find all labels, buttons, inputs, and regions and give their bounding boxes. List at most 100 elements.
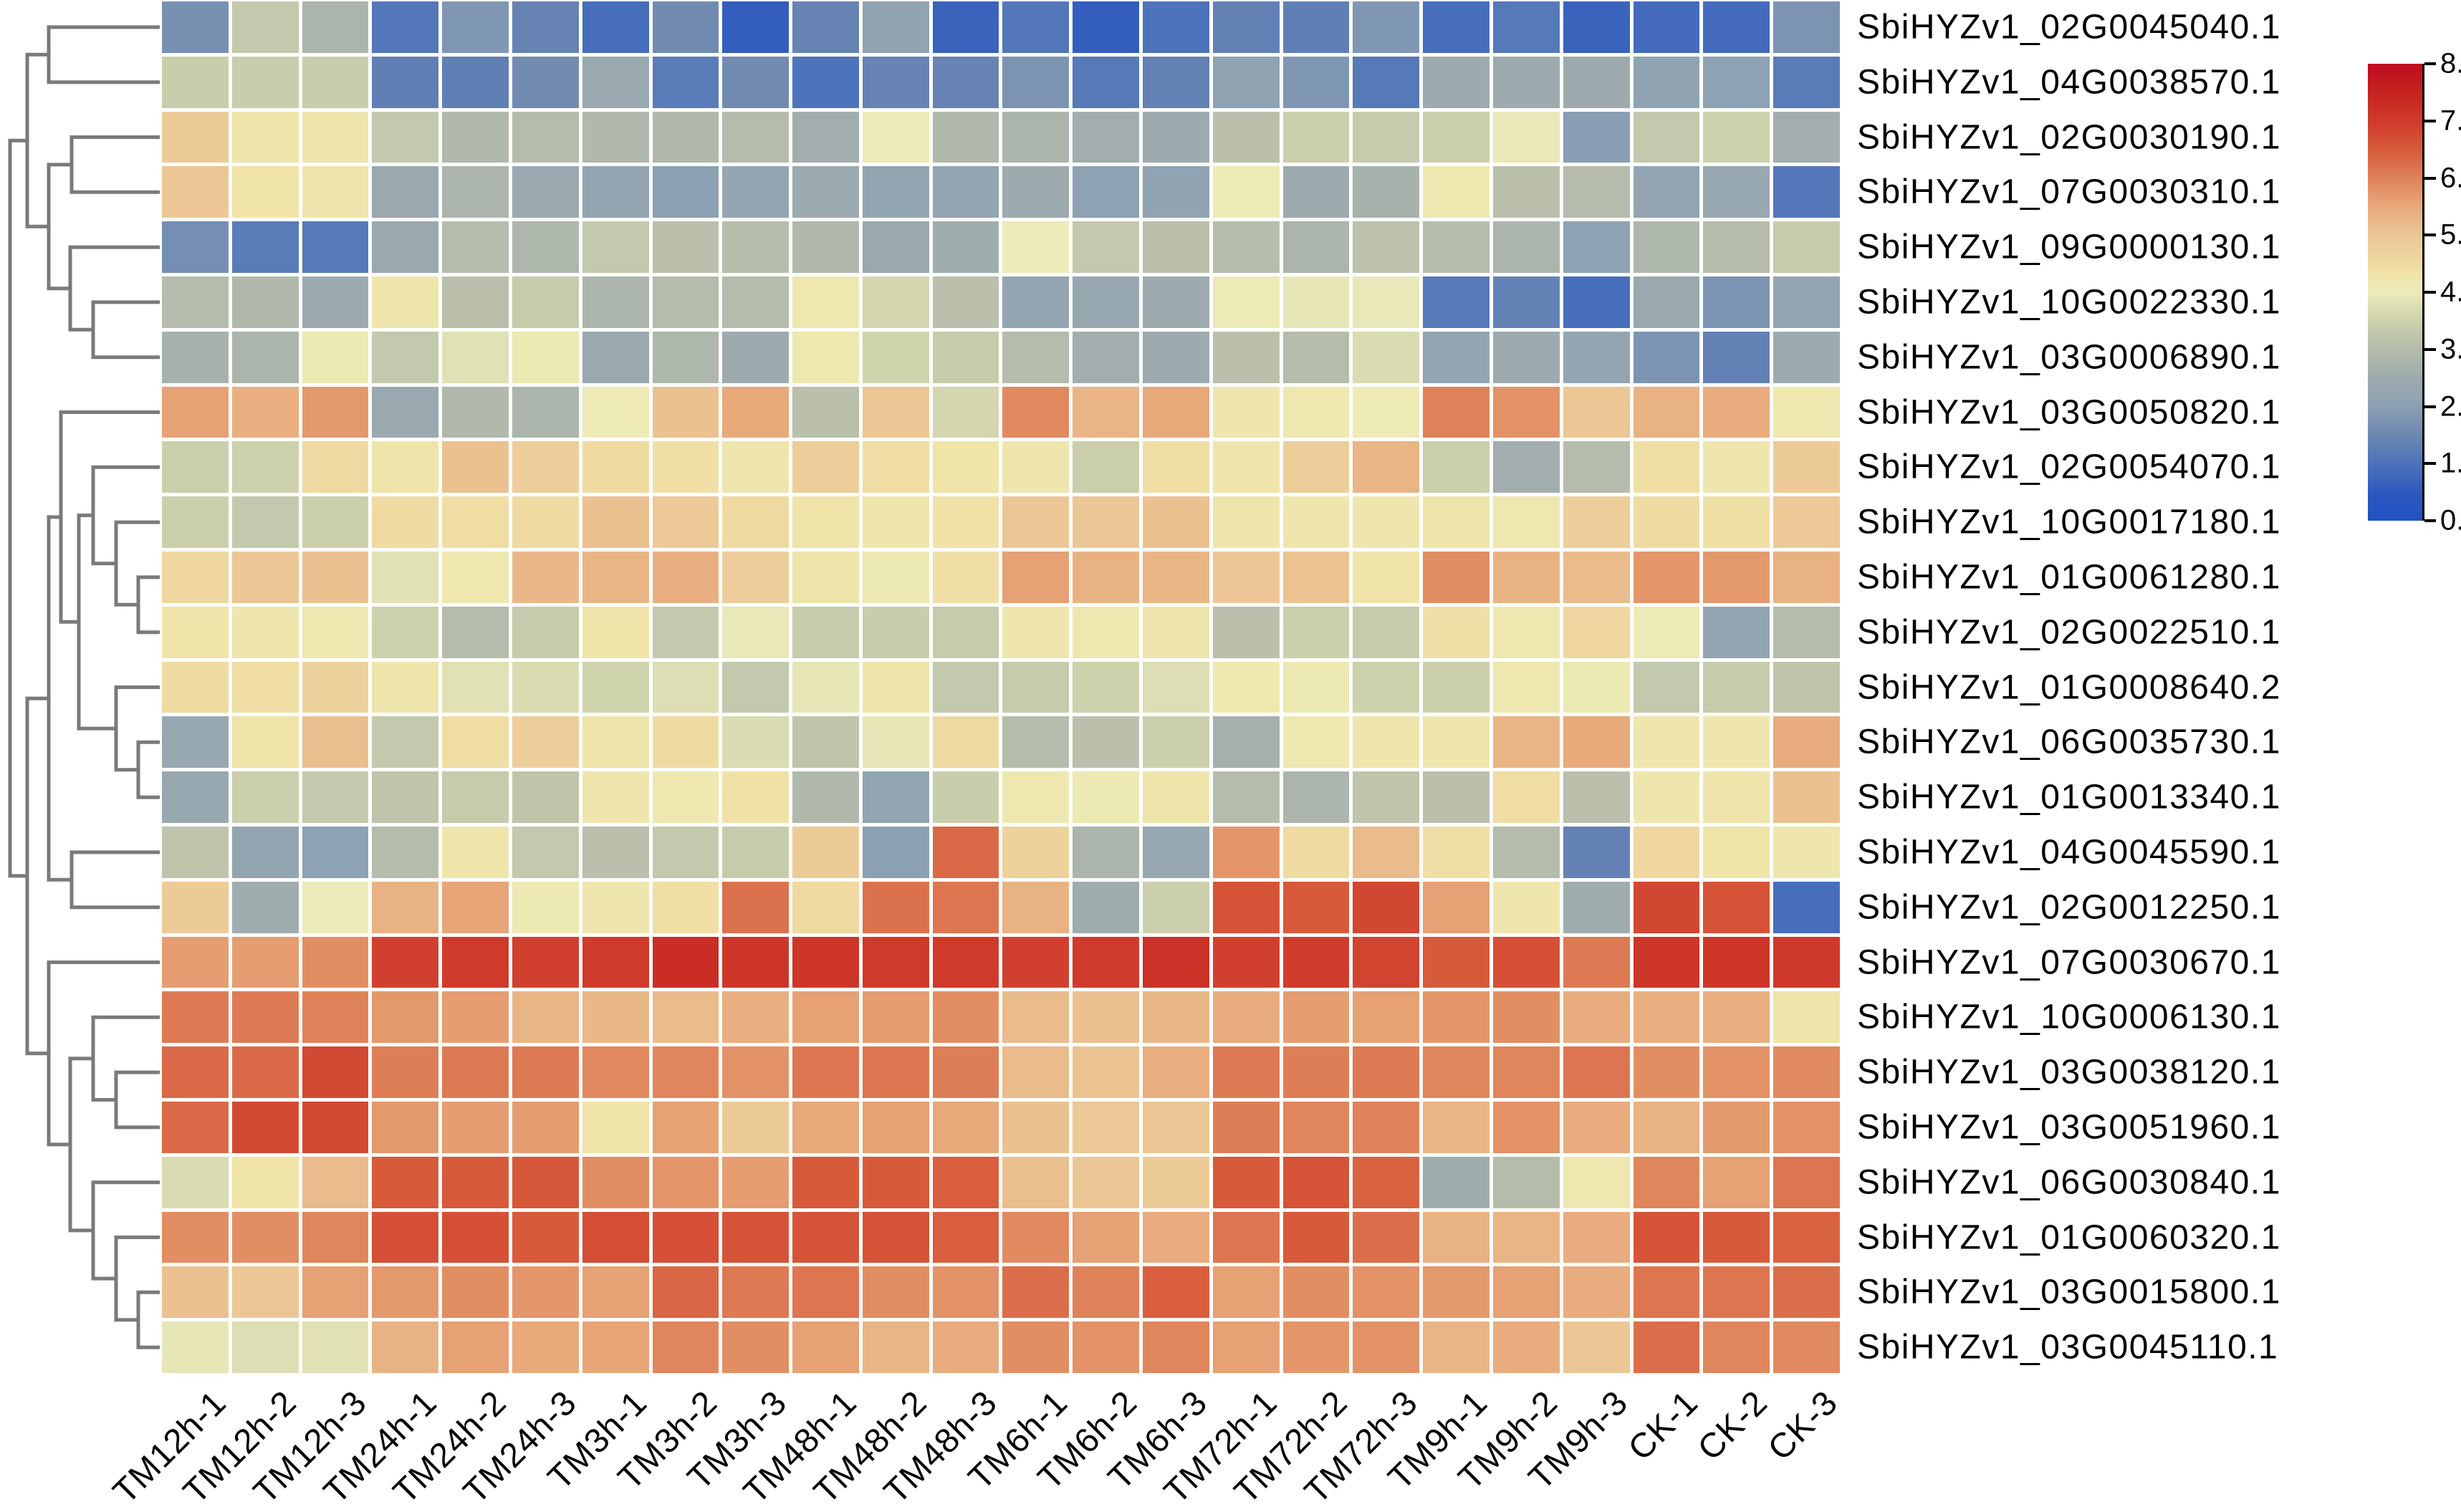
heatmap-cell: [302, 441, 369, 493]
heatmap-cell: [1773, 1211, 1840, 1263]
heatmap-cell: [652, 1102, 719, 1153]
heatmap-cell: [162, 1046, 229, 1098]
heatmap-cell: [1773, 111, 1840, 163]
heatmap-cell: [1143, 1, 1209, 53]
row-label: SbiHYZv1_02G0012250.1: [1857, 888, 2281, 927]
heatmap-cell: [1703, 1266, 1770, 1319]
heatmap-cell: [442, 991, 509, 1044]
heatmap-cell: [302, 771, 369, 823]
heatmap-cell: [512, 881, 579, 933]
heatmap-cell: [652, 1211, 719, 1263]
heatmap-cell: [231, 221, 299, 273]
heatmap-cell: [1493, 331, 1560, 383]
heatmap-cell: [512, 1211, 579, 1263]
heatmap-cell: [582, 1211, 649, 1263]
heatmap-cell: [1143, 111, 1209, 163]
heatmap-cell: [442, 1156, 509, 1208]
heatmap-cell: [722, 496, 790, 548]
heatmap-cell: [1423, 991, 1490, 1044]
heatmap-cell: [162, 1, 229, 53]
heatmap-cell: [932, 1156, 999, 1208]
heatmap-cell: [792, 1046, 859, 1098]
heatmap-cell: [722, 1046, 790, 1098]
heatmap-cell: [1353, 386, 1420, 438]
heatmap-cell: [512, 827, 579, 878]
heatmap-cell: [1703, 56, 1770, 108]
heatmap-cell: [1212, 827, 1280, 878]
heatmap-cell: [1073, 716, 1140, 769]
heatmap-cell: [1353, 1211, 1420, 1263]
heatmap-cell: [372, 111, 439, 163]
column-label: CK-3: [1761, 1383, 1846, 1468]
heatmap-cell: [1353, 276, 1420, 328]
heatmap-cell: [1212, 606, 1280, 658]
heatmap-cell: [1353, 1266, 1420, 1319]
heatmap-grid: [162, 1, 1840, 1373]
heatmap-cell: [1212, 1102, 1280, 1153]
column-label: CK-1: [1621, 1383, 1706, 1468]
row-label: SbiHYZv1_10G0006130.1: [1857, 998, 2281, 1036]
heatmap-cell: [231, 386, 299, 438]
heatmap-cell: [1143, 606, 1209, 658]
heatmap-cell: [1633, 496, 1700, 548]
heatmap-cell: [582, 827, 649, 878]
row-label: SbiHYZv1_03G0006890.1: [1857, 338, 2281, 377]
heatmap-cell: [1423, 441, 1490, 493]
heatmap-cell: [1212, 441, 1280, 493]
heatmap-cell: [932, 441, 999, 493]
heatmap-cell: [1073, 1102, 1140, 1153]
heatmap-cell: [1002, 441, 1070, 493]
heatmap-cell: [1703, 1211, 1770, 1263]
heatmap-cell: [1633, 276, 1700, 328]
heatmap-cell: [512, 276, 579, 328]
heatmap-cell: [932, 111, 999, 163]
heatmap-cell: [1212, 331, 1280, 383]
row-label: SbiHYZv1_10G0022330.1: [1857, 283, 2281, 322]
heatmap-cell: [1703, 496, 1770, 548]
heatmap-cell: [162, 1266, 229, 1319]
heatmap-cell: [1423, 771, 1490, 823]
heatmap-cell: [1002, 1, 1070, 53]
heatmap-cell: [1212, 1156, 1280, 1208]
heatmap-cell: [1353, 716, 1420, 769]
heatmap-cell: [1423, 606, 1490, 658]
heatmap-cell: [1282, 1102, 1350, 1153]
heatmap-cell: [1353, 1102, 1420, 1153]
heatmap-cell: [1773, 771, 1840, 823]
heatmap-cell: [372, 221, 439, 273]
heatmap-cell: [1143, 552, 1209, 603]
heatmap-cell: [1423, 1, 1490, 53]
heatmap-cell: [1282, 1321, 1350, 1373]
heatmap-cell: [512, 1266, 579, 1319]
heatmap-cell: [862, 386, 929, 438]
heatmap-cell: [1002, 111, 1070, 163]
heatmap-cell: [652, 771, 719, 823]
heatmap-cell: [1633, 166, 1700, 218]
heatmap-cell: [722, 386, 790, 438]
heatmap-cell: [652, 276, 719, 328]
heatmap-cell: [1703, 1, 1770, 53]
heatmap-cell: [1002, 386, 1070, 438]
heatmap-cell: [1773, 991, 1840, 1044]
heatmap-cell: [1282, 606, 1350, 658]
heatmap-cell: [1773, 716, 1840, 769]
heatmap-cell: [652, 881, 719, 933]
heatmap-cell: [652, 331, 719, 383]
heatmap-cell: [1002, 1211, 1070, 1263]
heatmap-cell: [1493, 1321, 1560, 1373]
heatmap-cell: [162, 991, 229, 1044]
heatmap-cell: [1773, 386, 1840, 438]
row-label: SbiHYZv1_03G0051960.1: [1857, 1108, 2281, 1147]
heatmap-cell: [512, 661, 579, 713]
row-label: SbiHYZv1_07G0030670.1: [1857, 943, 2281, 981]
heatmap-cell: [1073, 1321, 1140, 1373]
heatmap-cell: [512, 386, 579, 438]
heatmap-cell: [1353, 661, 1420, 713]
heatmap-cell: [1703, 331, 1770, 383]
heatmap-cell: [1073, 1266, 1140, 1319]
row-label: SbiHYZv1_09G0000130.1: [1857, 228, 2281, 266]
row-label: SbiHYZv1_03G0045110.1: [1857, 1328, 2279, 1367]
heatmap-cell: [1143, 1102, 1209, 1153]
heatmap-cell: [582, 1, 649, 53]
row-dendrogram: [8, 25, 160, 1349]
